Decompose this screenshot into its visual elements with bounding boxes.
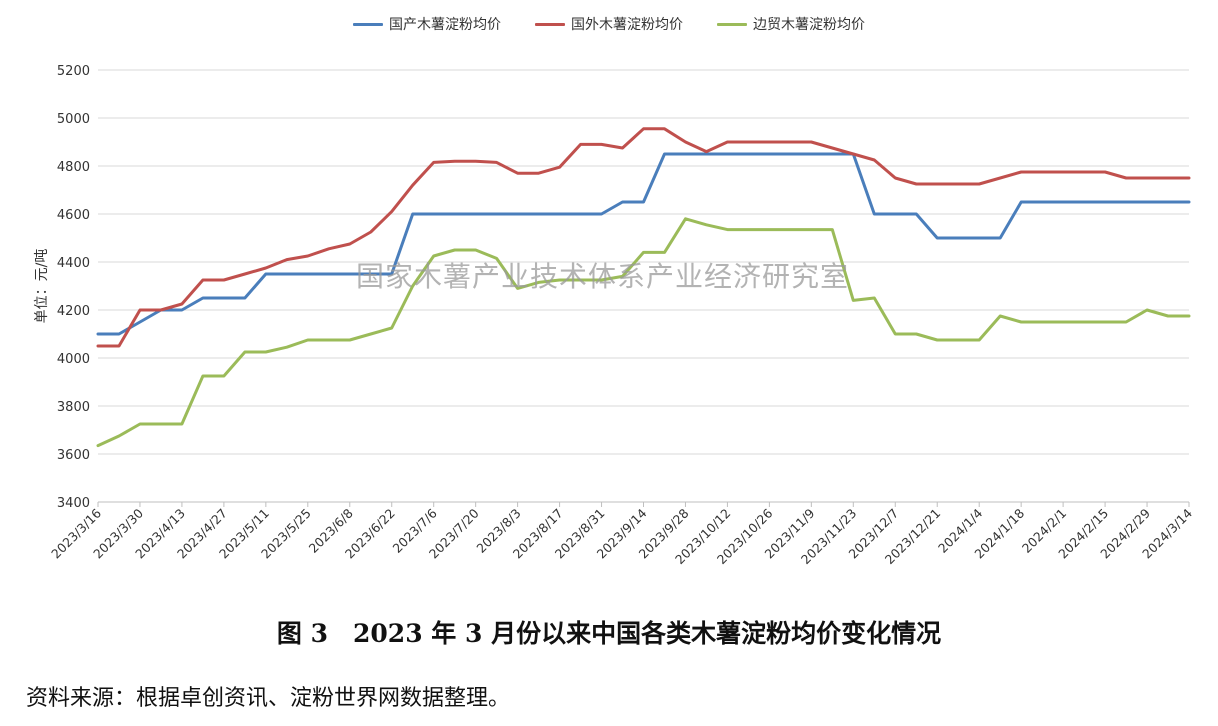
figure-caption: 图 3 2023 年 3 月份以来中国各类木薯淀粉均价变化情况 <box>276 619 942 648</box>
y-tick-label: 4000 <box>57 352 90 367</box>
y-tick-label: 4800 <box>57 160 90 175</box>
legend-swatch <box>535 22 565 26</box>
y-tick-label: 4600 <box>57 208 90 223</box>
legend-label: 国产木薯淀粉均价 <box>389 17 501 33</box>
series-line-3 <box>96 217 1191 448</box>
y-tick-label: 3800 <box>57 400 90 415</box>
y-tick-label: 4200 <box>57 304 90 319</box>
line-chart: 3400 3600 3800 4000 4200 4400 4600 4800 5000 5200… <box>34 64 1195 567</box>
legend-item-2: 国外木薯淀粉均价 <box>535 14 683 34</box>
y-axis-label: 单位：元/吨 <box>34 249 50 324</box>
legend-swatch <box>717 22 747 26</box>
y-tick-label: 5200 <box>57 64 90 79</box>
y-tick-label: 4400 <box>57 256 90 271</box>
source-note: 资料来源：根据卓创资讯、淀粉世界网数据整理。 <box>26 686 511 711</box>
y-tick-label: 5000 <box>57 112 90 127</box>
chart-legend: 国产木薯淀粉均价 国外木薯淀粉均价 边贸木薯淀粉均价 <box>0 14 1218 34</box>
legend-item-1: 国产木薯淀粉均价 <box>353 14 501 34</box>
legend-label: 国外木薯淀粉均价 <box>571 17 683 33</box>
series-line-2 <box>96 127 1191 348</box>
series-line-1 <box>96 152 1191 336</box>
legend-swatch <box>353 22 383 26</box>
legend-label: 边贸木薯淀粉均价 <box>753 17 865 33</box>
y-tick-label: 3400 <box>57 496 90 511</box>
y-tick-label: 3600 <box>57 448 90 463</box>
watermark-text: 国家木薯产业技术体系产业经济研究室 <box>356 260 850 293</box>
legend-item-3: 边贸木薯淀粉均价 <box>717 14 865 34</box>
chart-area: 3400 3600 3800 4000 4200 4400 4600 4800 5000 5200… <box>0 14 1218 567</box>
